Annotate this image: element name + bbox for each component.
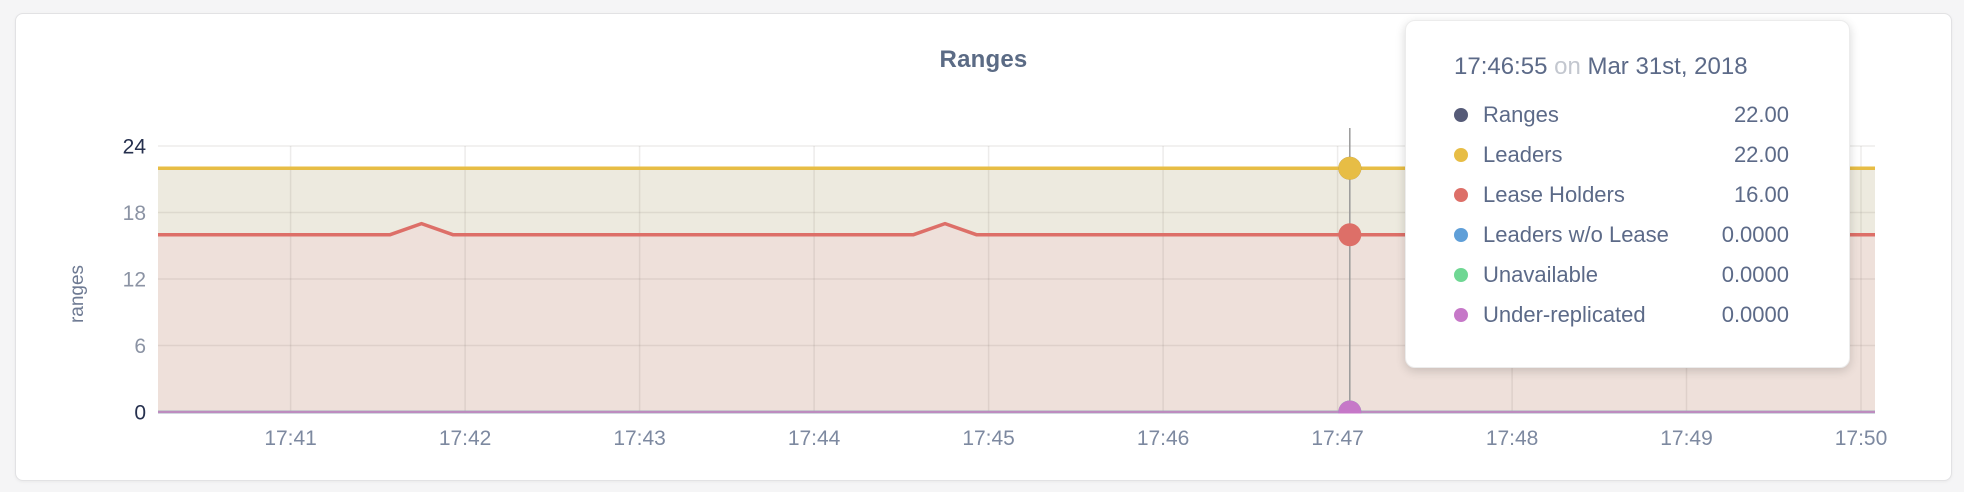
series-line-lease-holders	[158, 221, 1875, 237]
x-tick-label: 17:49	[1660, 427, 1713, 450]
tooltip-series-label: Leaders w/o Lease	[1483, 222, 1669, 247]
tooltip-series-value: 16.00	[1733, 182, 1789, 207]
y-tick-label: 6	[134, 335, 146, 358]
series-color-dot	[1454, 188, 1468, 202]
tooltip-row: Leaders w/o Lease 0.0000	[1454, 215, 1789, 255]
tooltip-date: Mar 31st, 2018	[1587, 53, 1748, 80]
tooltip-series-value: 0.0000	[1721, 262, 1789, 287]
tooltip-row: Ranges 22.00	[1454, 95, 1789, 135]
tooltip-series-value: 22.00	[1733, 142, 1789, 167]
x-tick-label: 17:42	[439, 427, 492, 450]
tooltip-row: Under-replicated 0.0000	[1454, 295, 1789, 335]
tooltip-series-value: 22.00	[1733, 102, 1789, 127]
hover-point-dot	[1338, 156, 1362, 180]
series-color-dot	[1454, 308, 1468, 322]
tooltip-series-label: Unavailable	[1483, 262, 1598, 287]
x-tick-label: 17:43	[613, 427, 666, 450]
tooltip-row: Leaders 22.00	[1454, 135, 1789, 175]
y-tick-label: 24	[123, 136, 147, 159]
chart-title: Ranges	[939, 46, 1028, 73]
series-color-dot	[1454, 268, 1468, 282]
tooltip-row: Unavailable 0.0000	[1454, 255, 1789, 295]
x-tick-label: 17:41	[264, 427, 317, 450]
series-color-dot	[1454, 108, 1468, 122]
tooltip-series-label: Ranges	[1483, 102, 1559, 127]
tooltip-on-word: on	[1554, 53, 1581, 80]
y-tick-label: 12	[123, 269, 146, 292]
tooltip-row: Lease Holders 16.00	[1454, 175, 1789, 215]
tooltip-time: 17:46:55	[1454, 53, 1548, 80]
x-tick-label: 17:48	[1486, 427, 1539, 450]
x-tick-label: 17:47	[1311, 427, 1364, 450]
hover-tooltip: 17:46:55 on Mar 31st, 2018 Ranges 22.00 Le…	[1405, 20, 1850, 368]
y-tick-label: 18	[123, 202, 146, 225]
tooltip-series-label: Under-replicated	[1483, 302, 1646, 327]
hover-point-dot	[1338, 400, 1362, 414]
x-tick-label: 17:45	[962, 427, 1015, 450]
tooltip-header: 17:46:55 on Mar 31st, 2018	[1454, 53, 1789, 81]
tooltip-series-value: 0.0000	[1721, 302, 1789, 327]
y-tick-label: 0	[134, 402, 146, 425]
hover-point-dot	[1338, 223, 1362, 247]
tooltip-series-value: 0.0000	[1721, 222, 1789, 247]
x-tick-label: 17:44	[788, 427, 841, 450]
tooltip-series-label: Lease Holders	[1483, 182, 1625, 207]
series-color-dot	[1454, 148, 1468, 162]
tooltip-series-label: Leaders	[1483, 142, 1563, 167]
x-tick-label: 17:50	[1835, 427, 1888, 450]
tooltip-rows: Ranges 22.00 Leaders 22.00 Lease Holders 16.0…	[1454, 95, 1789, 335]
x-tick-label: 17:46	[1137, 427, 1190, 450]
series-color-dot	[1454, 228, 1468, 242]
